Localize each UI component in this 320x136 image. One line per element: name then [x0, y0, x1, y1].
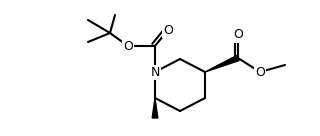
- Text: O: O: [123, 39, 133, 52]
- Text: O: O: [163, 24, 173, 36]
- Polygon shape: [152, 98, 158, 118]
- Polygon shape: [205, 55, 239, 72]
- Text: O: O: [233, 29, 243, 41]
- Text: O: O: [255, 66, 265, 78]
- Text: N: N: [150, 66, 160, 78]
